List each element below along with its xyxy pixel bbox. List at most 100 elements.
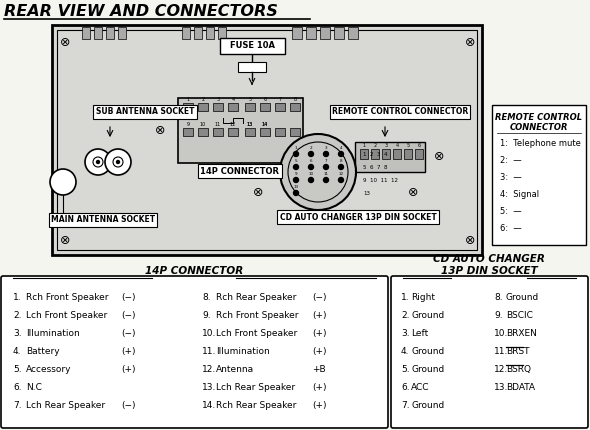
Text: (+): (+): [312, 401, 326, 410]
Bar: [213, 103, 223, 111]
Bar: [360, 149, 368, 159]
Text: 13: 13: [363, 191, 370, 196]
Circle shape: [97, 160, 100, 163]
Text: Rch Front Speaker: Rch Front Speaker: [26, 293, 109, 302]
Text: (+): (+): [312, 329, 326, 338]
Text: 8.: 8.: [202, 293, 211, 302]
Text: 6: 6: [310, 159, 312, 163]
Text: 8: 8: [340, 159, 342, 163]
Text: 14P CONNECTOR: 14P CONNECTOR: [201, 166, 280, 175]
Text: (−): (−): [312, 293, 326, 302]
Text: ⊗: ⊗: [60, 233, 70, 246]
Text: 1: 1: [362, 143, 366, 148]
Text: Antenna: Antenna: [216, 365, 254, 374]
Text: (−): (−): [121, 311, 136, 320]
Text: ⊗: ⊗: [155, 123, 165, 136]
Bar: [334, 27, 344, 39]
Bar: [245, 128, 255, 136]
Bar: [404, 149, 412, 159]
Text: 5.: 5.: [401, 365, 409, 374]
Text: 4: 4: [340, 146, 342, 150]
Bar: [198, 103, 208, 111]
Text: MAIN ANTENNA SOCKET: MAIN ANTENNA SOCKET: [51, 215, 155, 224]
Text: Ground: Ground: [411, 311, 444, 320]
Bar: [238, 62, 266, 72]
Text: 3: 3: [324, 146, 327, 150]
Circle shape: [50, 169, 76, 195]
Text: Ground: Ground: [411, 365, 444, 374]
Text: 4: 4: [231, 97, 235, 102]
Text: ⊗: ⊗: [408, 185, 418, 199]
Text: 10: 10: [309, 172, 313, 176]
Text: 2: 2: [373, 143, 376, 148]
Text: ⊗: ⊗: [60, 36, 70, 49]
Text: ⊗: ⊗: [465, 36, 476, 49]
Text: Accessory: Accessory: [26, 365, 71, 374]
Text: 2: 2: [310, 146, 312, 150]
Circle shape: [339, 151, 343, 157]
Circle shape: [288, 142, 348, 202]
Text: 3:  —: 3: —: [500, 173, 522, 182]
Text: (−): (−): [121, 401, 136, 410]
Text: 4.: 4.: [13, 347, 21, 356]
Text: (+): (+): [312, 347, 326, 356]
Text: 13: 13: [247, 122, 253, 127]
Text: BSCIC: BSCIC: [506, 311, 533, 320]
Bar: [245, 103, 255, 111]
Text: 4.: 4.: [401, 347, 409, 356]
Bar: [320, 27, 330, 39]
Bar: [57, 30, 477, 250]
Text: 13: 13: [247, 122, 253, 127]
Text: BRXEN: BRXEN: [506, 329, 537, 338]
Text: Ground: Ground: [506, 293, 539, 302]
Text: BSRQ: BSRQ: [506, 365, 531, 374]
Text: BRST: BRST: [506, 347, 529, 356]
Text: Lch Rear Speaker: Lch Rear Speaker: [26, 401, 105, 410]
Text: Ground: Ground: [411, 347, 444, 356]
Bar: [218, 27, 226, 39]
Bar: [94, 27, 102, 39]
Bar: [82, 27, 90, 39]
Text: 11: 11: [215, 122, 221, 127]
Text: 11: 11: [323, 172, 329, 176]
Text: 11.: 11.: [494, 347, 509, 356]
Text: 14: 14: [262, 122, 268, 127]
Circle shape: [113, 157, 123, 167]
Circle shape: [293, 190, 299, 196]
Circle shape: [339, 178, 343, 182]
Text: 11.: 11.: [202, 347, 217, 356]
Text: Rch Rear Speaker: Rch Rear Speaker: [216, 401, 296, 410]
Circle shape: [309, 151, 313, 157]
Text: 9: 9: [186, 122, 189, 127]
Text: 4:  Signal: 4: Signal: [500, 190, 539, 199]
Text: 3.: 3.: [13, 329, 22, 338]
Text: 2.: 2.: [401, 311, 409, 320]
Bar: [306, 27, 316, 39]
Text: 12: 12: [339, 172, 343, 176]
Text: 5:  —: 5: —: [500, 207, 522, 216]
Text: 1.: 1.: [401, 293, 409, 302]
Bar: [52, 25, 482, 255]
Text: 2:  —: 2: —: [500, 156, 522, 165]
Text: Rch Front Speaker: Rch Front Speaker: [216, 311, 299, 320]
Bar: [292, 27, 302, 39]
Text: Lch Front Speaker: Lch Front Speaker: [26, 311, 107, 320]
Text: 13.: 13.: [202, 383, 217, 392]
Bar: [228, 128, 238, 136]
Text: SUB ANTENNA SOCKET: SUB ANTENNA SOCKET: [96, 108, 194, 117]
Text: 14P CONNECTOR: 14P CONNECTOR: [145, 266, 243, 276]
Text: 12.: 12.: [494, 365, 508, 374]
Text: 6.: 6.: [13, 383, 22, 392]
Bar: [492, 105, 586, 245]
Circle shape: [309, 178, 313, 182]
Text: (+): (+): [312, 311, 326, 320]
Bar: [355, 142, 425, 172]
Text: 5: 5: [294, 159, 297, 163]
Text: 5  6  7  8: 5 6 7 8: [363, 165, 388, 170]
Text: 9  10  11  12: 9 10 11 12: [363, 178, 398, 183]
Text: 7: 7: [324, 159, 327, 163]
Text: 10.: 10.: [202, 329, 217, 338]
Circle shape: [293, 178, 299, 182]
Circle shape: [293, 151, 299, 157]
Text: +B: +B: [312, 365, 326, 374]
